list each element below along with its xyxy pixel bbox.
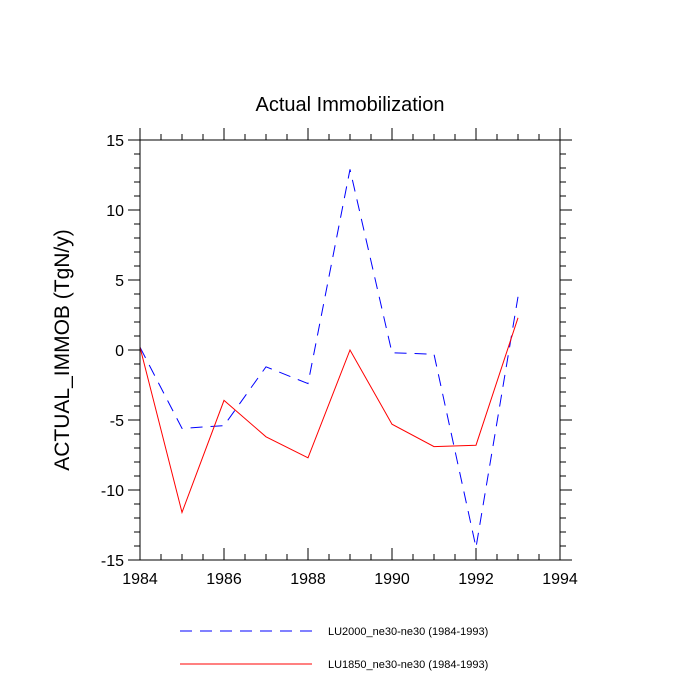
y-tick-label: -5 bbox=[110, 413, 124, 430]
legend-label-2: LU1850_ne30-ne30 (1984-1993) bbox=[328, 659, 488, 671]
legend: LU2000_ne30-ne30 (1984-1993) LU1850_ne30-… bbox=[180, 626, 488, 671]
y-tick-label: -15 bbox=[101, 553, 124, 570]
x-tick-label: 1994 bbox=[542, 571, 578, 588]
x-tick-label: 1992 bbox=[458, 571, 494, 588]
y-tick-label: 5 bbox=[115, 273, 124, 290]
plot-frame bbox=[139, 139, 561, 561]
minor-ticks bbox=[134, 134, 566, 560]
plot-lines bbox=[139, 169, 519, 548]
legend-label-1: LU2000_ne30-ne30 (1984-1993) bbox=[328, 626, 488, 638]
x-tick-label: 1984 bbox=[122, 571, 158, 588]
y-axis-label: ACTUAL_IMMOB (TgN/y) bbox=[51, 229, 74, 471]
y-tick-label: 10 bbox=[106, 203, 124, 220]
y-tick-label: 0 bbox=[115, 343, 124, 360]
chart-title: Actual Immobilization bbox=[256, 94, 445, 116]
y-tick-label: -10 bbox=[101, 483, 124, 500]
y-tick-label: 15 bbox=[106, 133, 124, 150]
x-tick-label: 1990 bbox=[374, 571, 410, 588]
tick-labels: 1984 1986 1988 1990 1992 1994 15 10 5 0 -5 -10 -15 bbox=[101, 133, 578, 588]
series-line-1 bbox=[139, 169, 519, 548]
x-tick-label: 1986 bbox=[206, 571, 242, 588]
series-line-2 bbox=[139, 317, 519, 515]
x-tick-label: 1988 bbox=[290, 571, 326, 588]
major-ticks bbox=[128, 128, 572, 561]
